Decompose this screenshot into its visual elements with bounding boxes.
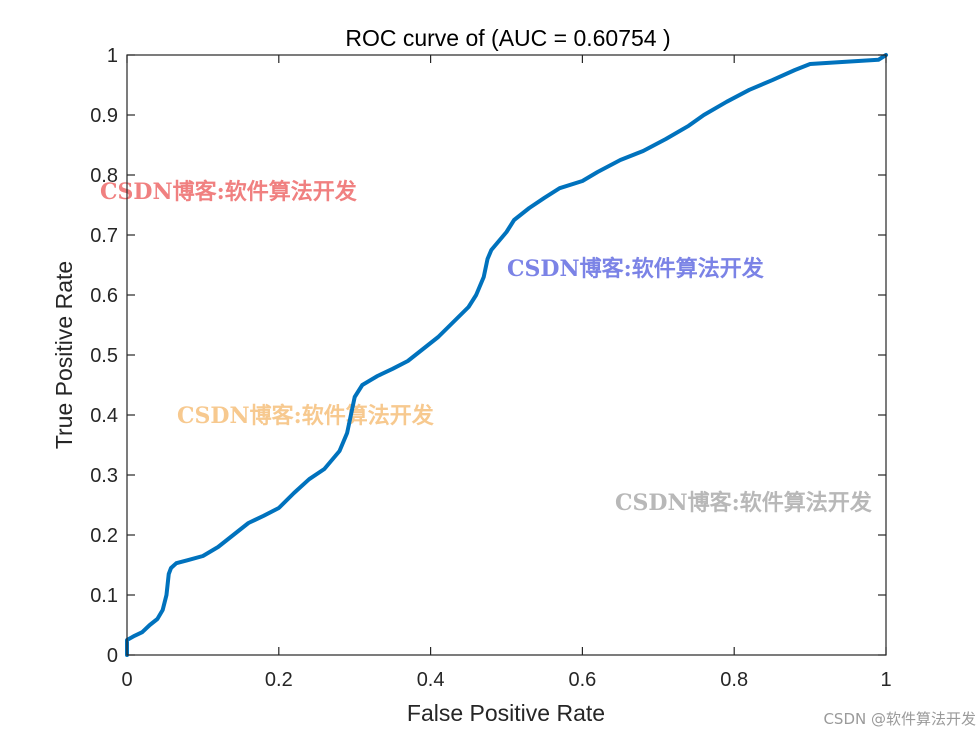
plot-area [127, 55, 886, 655]
y-tick-label: 0.1 [90, 585, 118, 607]
x-tick-label: 0.6 [568, 669, 596, 691]
x-tick-label: 0.8 [720, 669, 748, 691]
y-tick-label: 0.7 [90, 225, 118, 247]
x-tick-label: 0.4 [417, 669, 445, 691]
y-tick-label: 0.6 [90, 285, 118, 307]
x-tick-label: 0 [121, 669, 132, 691]
y-axis-title: True Positive Rate [51, 261, 77, 449]
x-tick-label: 0.2 [265, 669, 293, 691]
x-tick-labels: 0 0.2 0.4 0.6 0.8 1 [121, 669, 891, 691]
watermark-text: CSDN博客:软件算法开发 [177, 403, 435, 429]
y-tick-label: 0 [107, 645, 118, 667]
x-tick-label: 1 [880, 669, 891, 691]
y-tick-label: 0.4 [90, 405, 118, 427]
axes-box [126, 54, 887, 656]
y-tick-label: 0.5 [90, 345, 118, 367]
x-axis-title: False Positive Rate [407, 700, 605, 726]
csdn-credit: CSDN @软件算法开发 [823, 710, 976, 728]
watermark-text: CSDN博客:软件算法开发 [615, 490, 873, 516]
y-tick-label: 0.3 [90, 465, 118, 487]
y-tick-labels: 0 0.1 0.2 0.3 0.4 0.5 0.6 0.7 0.8 0.9 1 [90, 45, 118, 667]
y-tick-label: 1 [107, 45, 118, 67]
watermark-text: CSDN博客:软件算法开发 [100, 179, 358, 205]
roc-curve-line [125, 53, 888, 657]
chart-title: ROC curve of (AUC = 0.60754 ) [345, 25, 670, 51]
watermark-text: CSDN博客:软件算法开发 [507, 256, 765, 282]
y-tick-label: 0.8 [90, 165, 118, 187]
y-tick-label: 0.9 [90, 105, 118, 127]
y-tick-label: 0.2 [90, 525, 118, 547]
